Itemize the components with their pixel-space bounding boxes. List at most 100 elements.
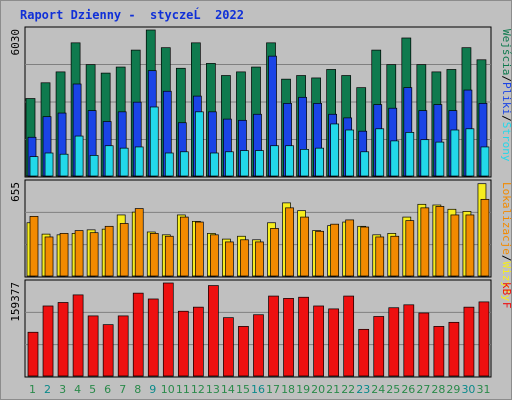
- bar-strony: [149, 106, 159, 177]
- bar-kb: [132, 292, 144, 377]
- x-tick-label: 16: [251, 383, 265, 396]
- x-tick-label: 28: [431, 383, 445, 396]
- bar-kb: [358, 328, 370, 377]
- x-tick-label: 27: [416, 383, 430, 396]
- legend-part: kB F: [500, 282, 512, 309]
- legend-part: Wejścia: [500, 29, 512, 75]
- bar-kb: [298, 296, 309, 377]
- x-tick-label: 26: [401, 383, 415, 396]
- x-tick-label: 25: [386, 383, 400, 396]
- bar-lokalizacje: [450, 214, 460, 277]
- bar-lokalizacje: [149, 233, 159, 277]
- bar-kb: [463, 306, 475, 377]
- bar-lokalizacje: [195, 221, 204, 277]
- bar-strony: [210, 152, 219, 177]
- x-tick-label: 21: [326, 383, 340, 396]
- x-tick-label: 30: [461, 383, 475, 396]
- x-tick-label: 1: [29, 383, 36, 396]
- bar-strony: [119, 147, 129, 177]
- x-tick-label: 10: [161, 383, 175, 396]
- x-tick-label: 31: [476, 383, 490, 396]
- bar-lokalizacje: [375, 236, 385, 277]
- x-tick-label: 20: [311, 383, 325, 396]
- bar-lokalizacje: [119, 223, 129, 277]
- bar-lokalizacje: [435, 206, 445, 277]
- bar-kb: [418, 312, 430, 377]
- bar-kb: [102, 324, 114, 377]
- x-tick-label: 9: [149, 383, 156, 396]
- bar-lokalizacje: [360, 226, 370, 277]
- bar-strony: [480, 146, 490, 177]
- legend-part: Pliki: [500, 82, 512, 115]
- legend-label-top: Wejścia/Pliki/Strony: [500, 29, 512, 162]
- bar-lokalizacje: [285, 207, 294, 277]
- legend-part: /: [500, 115, 512, 122]
- bar-kb: [478, 301, 490, 377]
- bar-strony: [195, 111, 204, 177]
- bar-strony: [375, 128, 385, 177]
- bar-kb: [433, 326, 445, 377]
- bar-lokalizacje: [179, 216, 189, 277]
- bar-kb: [117, 315, 129, 377]
- bar-strony: [405, 132, 415, 177]
- bar-strony: [59, 153, 69, 177]
- bar-lokalizacje: [255, 241, 264, 277]
- x-tick-label: 23: [356, 383, 370, 396]
- bar-strony: [390, 140, 400, 177]
- bar-lokalizacje: [29, 216, 39, 277]
- bar-strony: [435, 141, 445, 177]
- x-tick-label: 11: [176, 383, 190, 396]
- bar-kb: [283, 298, 294, 377]
- x-tick-label: 8: [134, 383, 141, 396]
- bar-kb: [313, 305, 324, 377]
- bar-kb: [223, 317, 234, 377]
- x-tick-label: 5: [89, 383, 96, 396]
- bar-kb: [268, 295, 279, 377]
- x-tick-label: 24: [371, 383, 385, 396]
- x-tick-label: 13: [206, 383, 220, 396]
- x-tick-label: 2: [44, 383, 51, 396]
- bar-kb: [388, 307, 400, 377]
- x-tick-label: 19: [296, 383, 310, 396]
- bar-lokalizacje: [59, 233, 69, 277]
- y-max-label-middle: 655: [9, 182, 22, 202]
- bar-strony: [89, 155, 99, 177]
- bar-strony: [240, 150, 249, 177]
- y-max-label-top: 6030: [9, 29, 22, 56]
- bar-strony: [465, 128, 475, 177]
- bar-strony: [74, 135, 84, 177]
- x-tick-label: 14: [221, 383, 235, 396]
- bar-kb: [343, 295, 355, 377]
- bar-strony: [285, 145, 294, 177]
- bar-kb: [42, 305, 54, 377]
- bar-lokalizacje: [240, 239, 249, 277]
- bar-kb: [147, 298, 159, 377]
- chart-title: Raport Dzienny - styczeĹ 2022: [20, 8, 244, 22]
- legend-part: /: [500, 255, 512, 262]
- bar-strony: [29, 156, 39, 177]
- bar-lokalizacje: [74, 230, 84, 277]
- bar-lokalizacje: [345, 219, 355, 277]
- bar-kb: [27, 331, 39, 377]
- bar-kb: [177, 310, 189, 377]
- bar-lokalizacje: [465, 214, 475, 277]
- bar-lokalizacje: [225, 241, 234, 277]
- bar-lokalizacje: [300, 216, 309, 277]
- bar-strony: [450, 129, 460, 177]
- bar-kb: [448, 321, 460, 377]
- bar-kb: [193, 306, 204, 377]
- x-tick-label: 7: [119, 383, 126, 396]
- bar-strony: [179, 151, 189, 177]
- bar-lokalizacje: [480, 198, 490, 277]
- bar-strony: [225, 151, 234, 177]
- bar-kb: [253, 314, 264, 377]
- bar-strony: [420, 139, 430, 177]
- bar-lokalizacje: [270, 228, 279, 277]
- x-tick-label: 22: [341, 383, 355, 396]
- legend-part: Strony: [500, 122, 512, 162]
- legend-label-middle: Lokalizacje/Wizyty: [500, 182, 512, 302]
- bar-strony: [255, 150, 264, 177]
- x-tick-label: 17: [266, 383, 280, 396]
- bar-kb: [328, 308, 339, 377]
- x-tick-label: 6: [104, 383, 111, 396]
